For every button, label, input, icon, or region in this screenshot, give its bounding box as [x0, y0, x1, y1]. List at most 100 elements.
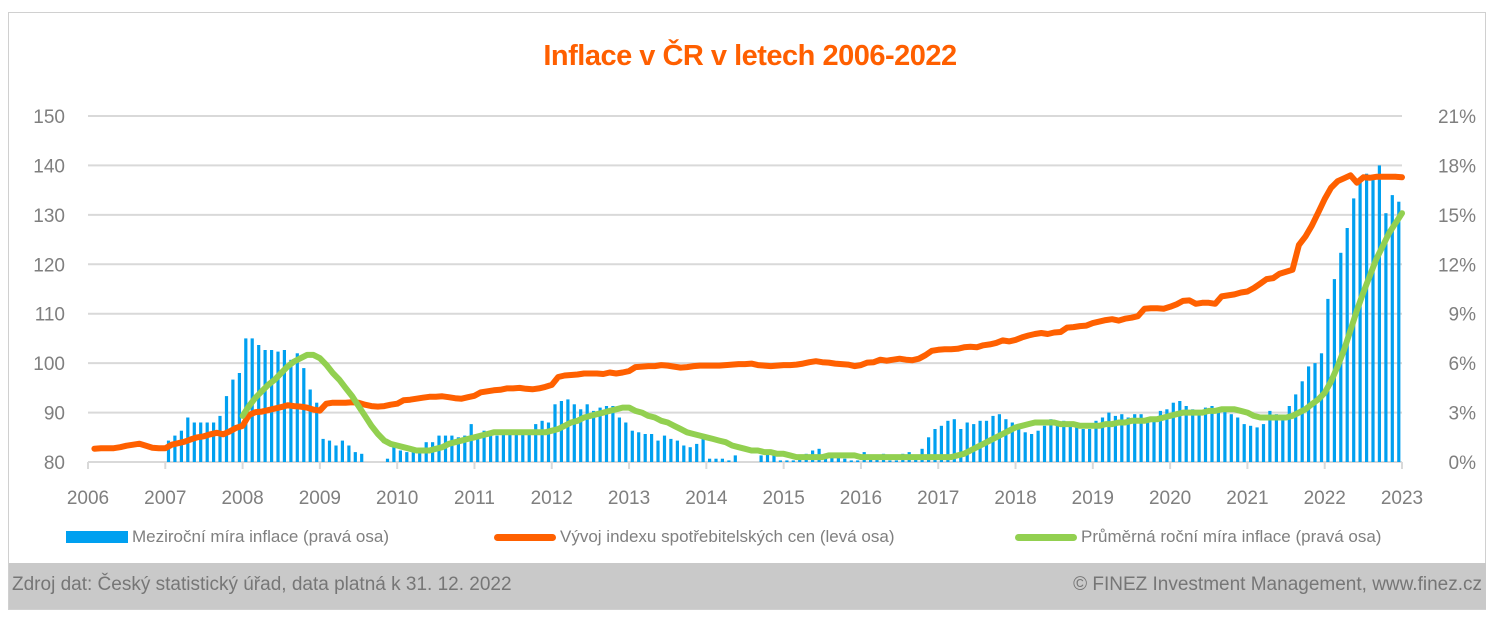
bar: [798, 458, 802, 462]
bar: [1191, 409, 1195, 462]
right-axis-tick-label: 6%: [1449, 354, 1477, 375]
bar: [456, 437, 460, 462]
bar: [785, 460, 789, 462]
bar: [675, 440, 679, 462]
bar: [849, 460, 853, 462]
right-axis-ticks: 0% 3% 6% 9% 12% 15% 18% 21%: [1438, 107, 1476, 474]
cpi-index-line: [91, 172, 1405, 452]
bar: [205, 422, 209, 462]
bar: [353, 452, 357, 462]
bar: [566, 399, 570, 462]
bar: [1300, 381, 1304, 462]
legend-item-average-inflation: Průměrná roční míra inflace (pravá osa): [1015, 527, 1381, 547]
bar: [791, 460, 795, 462]
bar: [959, 429, 963, 462]
left-axis-tick-label: 140: [33, 156, 65, 177]
bar: [894, 460, 898, 462]
bar: [1236, 417, 1240, 462]
bar: [527, 432, 531, 462]
bar: [759, 455, 763, 462]
bar: [495, 435, 499, 462]
right-axis-tick-label: 15%: [1438, 206, 1476, 227]
x-axis-tick-label: 2021: [1226, 488, 1268, 509]
bar: [1010, 422, 1014, 462]
bar: [534, 424, 538, 462]
bar: [327, 440, 332, 462]
chart-frame: [8, 12, 1486, 610]
bar: [708, 458, 712, 462]
bar: [624, 422, 628, 462]
x-axis-tick-label: 2020: [1149, 488, 1191, 509]
legend-label: Průměrná roční míra inflace (pravá osa): [1081, 527, 1382, 546]
bar: [1126, 417, 1130, 462]
bar: [192, 422, 196, 462]
bar: [1120, 414, 1124, 462]
bar: [179, 430, 183, 462]
x-axis-tick-label: 2018: [994, 488, 1036, 509]
right-axis-tick-label: 0%: [1449, 453, 1477, 474]
bar: [559, 401, 563, 462]
bar: [405, 452, 409, 462]
bar: [1326, 298, 1330, 462]
bar: [1210, 406, 1214, 462]
bar: [1171, 402, 1175, 462]
bar: [514, 434, 518, 462]
bar: [1113, 415, 1117, 462]
bar: [1274, 414, 1278, 462]
bar: [952, 419, 956, 462]
bar: [656, 440, 660, 462]
line-series: [91, 172, 1405, 461]
bar: [1107, 412, 1111, 462]
bar: [263, 350, 267, 462]
bar: [1203, 407, 1208, 462]
left-axis-tick-label: 110: [35, 305, 65, 326]
legend-label: Meziroční míra inflace (pravá osa): [132, 527, 389, 546]
bar: [1390, 195, 1394, 462]
bar: [1158, 410, 1162, 462]
gridlines: [88, 115, 1402, 414]
bar: [418, 448, 422, 462]
bar: [778, 460, 782, 462]
right-axis-tick-label: 12%: [1438, 255, 1476, 276]
x-axis-tick-label: 2015: [763, 488, 805, 509]
bar: [1249, 425, 1253, 462]
left-axis-tick-label: 90: [44, 404, 65, 425]
bar: [1017, 425, 1021, 462]
x-axis-tick-label: 2006: [67, 488, 109, 509]
legend-swatch-green-line: [1015, 533, 1077, 541]
bar: [1068, 424, 1072, 462]
bar: [1088, 429, 1092, 462]
bar: [1139, 414, 1143, 462]
legend-item-cpi-index: Vývoj indexu spotřebitelských cen (levá …: [494, 527, 895, 547]
bar: [270, 350, 274, 462]
bar: [727, 460, 731, 462]
bar: [972, 424, 976, 462]
bar: [1100, 417, 1105, 462]
bar: [965, 422, 969, 462]
bar: [1268, 410, 1272, 462]
bar: [360, 453, 364, 462]
bar: [385, 458, 390, 462]
bar: [212, 422, 216, 462]
bar: [1242, 424, 1246, 462]
x-axis-tick-label: 2023: [1381, 488, 1423, 509]
bar: [662, 435, 667, 462]
bar: [598, 407, 602, 462]
bar: [688, 447, 692, 462]
bar: [611, 406, 615, 462]
bar: [347, 445, 351, 462]
x-axis-tick-label: 2010: [376, 488, 418, 509]
x-axis-tick-label: 2014: [685, 488, 728, 509]
bar: [592, 410, 596, 462]
bar: [450, 435, 454, 462]
right-axis-tick-label: 9%: [1449, 305, 1477, 326]
bar: [1023, 432, 1027, 462]
chart-title: Inflace v ČR v letech 2006-2022: [543, 40, 957, 72]
left-axis-tick-label: 150: [33, 107, 65, 128]
bar: [546, 422, 551, 462]
left-axis-ticks: 80 90 100 110 120 130 140 150: [33, 107, 65, 474]
bar: [1307, 366, 1311, 462]
bar: [1152, 417, 1156, 462]
bar: [572, 404, 576, 462]
